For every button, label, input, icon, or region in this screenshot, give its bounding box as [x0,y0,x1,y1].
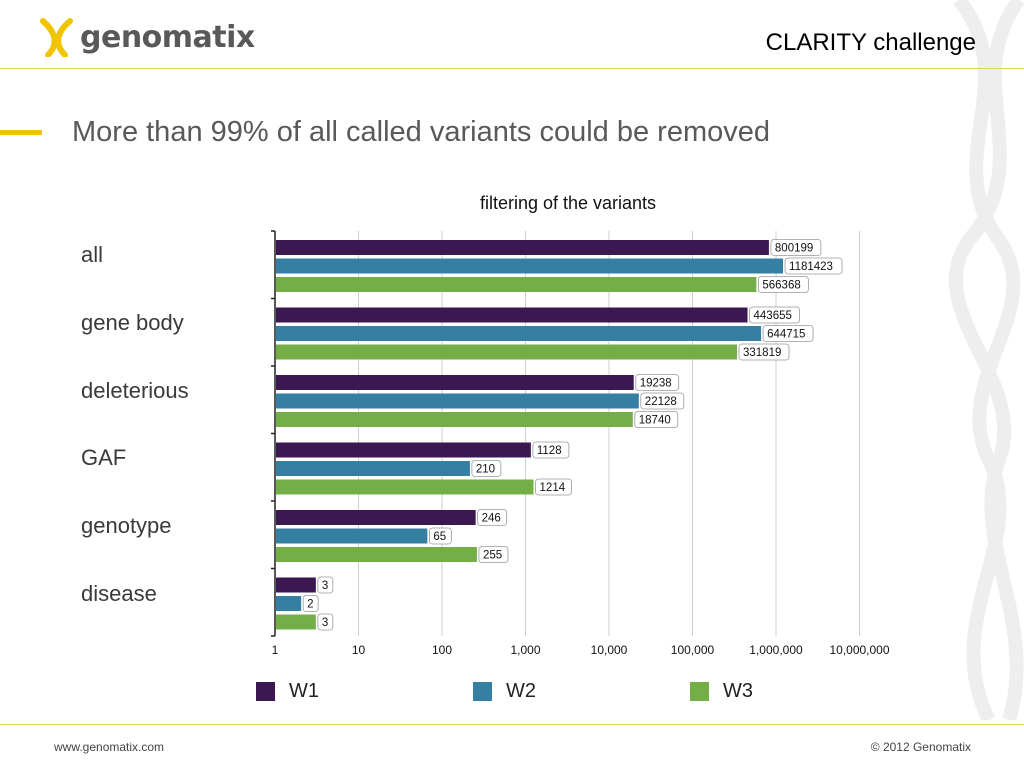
data-label-box [317,576,334,594]
bar-w1-disease [276,577,316,593]
bar-w2-genotype [276,528,428,544]
data-label-box [302,595,319,612]
data-label-box [317,613,334,631]
data-label: 18740 [639,415,671,427]
bar-w3-all [276,277,757,292]
data-label-box [757,276,809,293]
data-label-box [749,306,800,324]
legend-swatch-w2 [473,681,492,701]
legend-label-w2: W2 [506,679,536,702]
data-label: 19238 [640,378,672,390]
footer-copyright: © 2012 Genomatix [870,740,971,754]
data-label: 255 [483,550,502,562]
x-tick-label: 10,000 [591,643,628,657]
data-label-box [634,411,679,428]
data-label-box [762,325,814,342]
x-tick-label: 1,000 [510,643,540,657]
data-label: 1181423 [789,261,833,273]
category-label-all: all [81,242,104,267]
bar-w2-deleterious [276,393,639,409]
category-label-gene-body: gene body [81,310,184,335]
bar-w1-all [276,240,769,255]
data-label: 246 [482,513,501,525]
x-tick-label: 100,000 [671,643,715,657]
x-tick-label: 1 [272,643,279,657]
x-tick-label: 10,000,000 [829,643,889,657]
legend-swatch-w1 [256,681,275,701]
data-label-box [428,527,452,545]
data-label: 210 [476,464,495,476]
legend-swatch-w3 [690,681,709,701]
category-label-gaf: GAF [81,445,127,470]
header-rule [0,68,1024,69]
bar-w3-deleterious [276,412,633,427]
bar-w2-gaf [276,461,470,476]
header-title: CLARITY challenge [765,29,976,56]
bar-w1-gene-body [276,307,748,323]
data-label: 566368 [762,280,800,292]
bar-w3-genotype [276,547,477,562]
category-label-disease: disease [81,581,157,606]
bar-w1-gaf [276,442,531,458]
data-label: 3 [322,617,328,629]
x-tick-label: 10 [352,643,366,657]
data-label-box [535,478,572,496]
data-label-box [635,374,680,391]
data-label-box [738,343,790,361]
x-tick-label: 100 [432,643,452,657]
bar-w1-genotype [276,510,476,525]
legend-label-w1: W1 [289,679,319,702]
logo-mark-icon [40,18,73,57]
data-label: 3 [322,580,328,592]
category-label-deleterious: deleterious [81,378,189,403]
bar-w2-all [276,258,784,274]
data-label: 644715 [767,329,805,341]
legend-item-w3: W3 [690,680,753,702]
title-accent-bar [0,130,42,135]
legend-item-w1: W1 [256,680,319,702]
data-label-box [784,257,843,275]
bar-w3-gene-body [276,344,737,360]
data-label-box [532,441,570,459]
data-label-box [478,546,509,563]
data-label: 443655 [754,310,792,322]
data-label: 22128 [645,396,677,408]
data-label-box [471,460,502,477]
logo-text: genomatix [80,19,255,55]
genomatix-logo: genomatix [40,14,255,60]
data-label-box [640,392,685,410]
footer-website: www.genomatix.com [54,740,165,754]
x-tick-label: 1,000,000 [749,643,803,657]
data-label: 65 [433,531,446,543]
data-label: 1128 [537,445,562,457]
legend-item-w2: W2 [473,680,536,702]
bar-w1-deleterious [276,375,634,390]
data-label: 331819 [743,347,781,359]
footer-rule [0,724,1024,725]
bar-w2-gene-body [276,326,762,341]
bar-w3-disease [276,614,316,630]
chart-title: filtering of the variants [480,193,656,213]
bar-w3-gaf [276,479,534,495]
decorative-helix [948,0,1024,720]
category-label-genotype: genotype [81,513,172,538]
data-label: 1214 [540,482,566,494]
data-label: 2 [307,599,313,611]
bar-w2-disease [276,596,302,611]
legend-label-w3: W3 [723,679,753,702]
data-label-box [477,509,508,526]
data-label: 800199 [775,243,813,255]
slide-title: More than 99% of all called variants cou… [72,116,770,148]
data-label-box [770,239,822,256]
